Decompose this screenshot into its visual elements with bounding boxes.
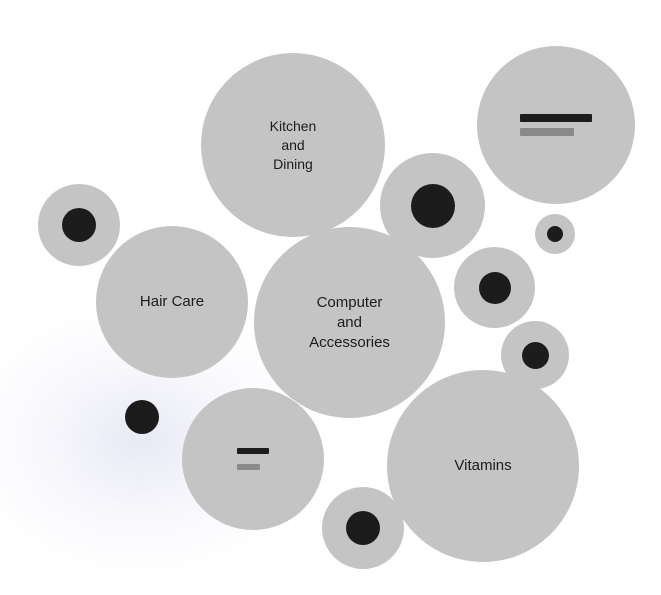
- label-placeholder-bars: [520, 114, 592, 136]
- bar-light: [520, 128, 574, 136]
- bubble-label: Computer and Accessories: [309, 293, 390, 351]
- lone-dot[interactable]: [125, 400, 159, 434]
- bubble-dot: [346, 511, 380, 545]
- bubble-dot: [62, 208, 96, 242]
- bubble-kitchen-and-dining[interactable]: Kitchen and Dining: [201, 53, 385, 237]
- bubble-dot: [547, 226, 563, 242]
- label-placeholder-bars: [237, 448, 269, 470]
- bubble-computer-and-accessories[interactable]: Computer and Accessories: [254, 227, 445, 418]
- bar-light: [237, 464, 260, 470]
- bubble-dot: [521, 341, 549, 369]
- bubble-unlabeled-left[interactable]: [38, 184, 120, 266]
- bubble-unlabeled-bottom-left[interactable]: [182, 388, 324, 530]
- bubble-dot: [478, 271, 511, 304]
- bubble-unlabeled-bottom[interactable]: [322, 487, 404, 569]
- bubble-label: Hair Care: [139, 293, 205, 310]
- bubble-unlabeled-small-right[interactable]: [535, 214, 575, 254]
- bar-dark: [237, 448, 269, 454]
- bubble-unlabeled-mid[interactable]: [454, 247, 535, 328]
- bubble-unlabeled-top-right[interactable]: [477, 46, 635, 204]
- bubble-dot: [410, 183, 455, 228]
- bubble-label: Vitamins: [454, 457, 512, 474]
- bubble-vitamins[interactable]: Vitamins: [387, 370, 579, 562]
- bubble-label: Kitchen and Dining: [269, 117, 317, 172]
- bubble-hair-care[interactable]: Hair Care: [96, 226, 248, 378]
- bar-dark: [520, 114, 592, 122]
